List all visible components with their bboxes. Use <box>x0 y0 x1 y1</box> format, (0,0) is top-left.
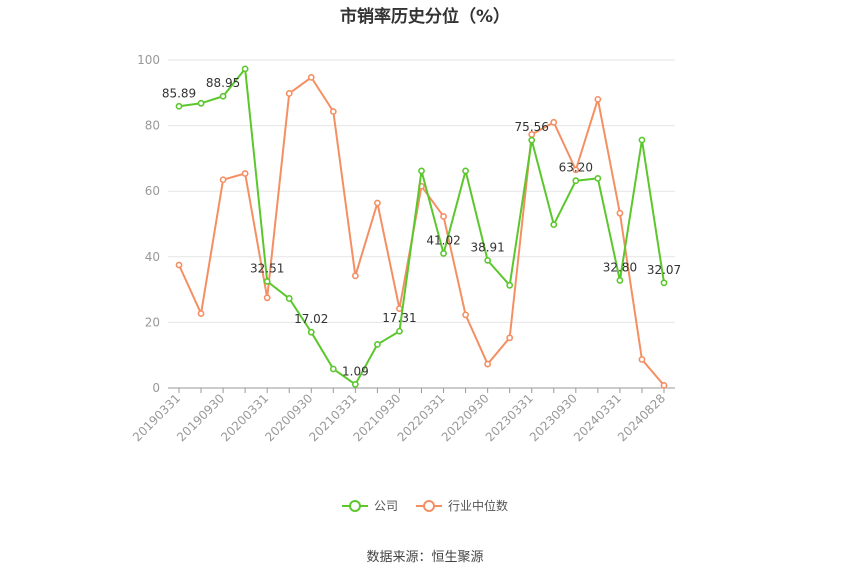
data-point <box>462 311 469 319</box>
y-tick-label: 100 <box>137 53 160 67</box>
data-point <box>263 277 271 285</box>
y-tick-label: 60 <box>145 184 160 198</box>
data-point <box>660 381 668 389</box>
data-point <box>572 166 580 174</box>
data-label: 88.95 <box>206 76 240 90</box>
data-label-layer: 85.89 88.95 32.51 17.02 1.09 17.31 41.02 38.91 7… <box>162 76 681 378</box>
data-point <box>307 328 315 336</box>
y-tick-label: 40 <box>145 250 160 264</box>
data-point <box>197 310 205 317</box>
data-point <box>219 176 227 184</box>
data-label: 17.02 <box>294 312 328 326</box>
data-label: 1.09 <box>342 364 369 378</box>
data-point <box>594 175 602 182</box>
data-label: 32.80 <box>603 260 637 274</box>
data-point <box>241 65 249 73</box>
legend-label-company: 公司 <box>373 499 398 513</box>
y-axis: 0 20 40 60 80 100 <box>137 53 160 395</box>
data-point <box>329 108 337 115</box>
data-source: 数据来源：恒生聚源 <box>366 550 484 565</box>
legend-item-company[interactable]: 公司 <box>341 497 398 514</box>
data-point <box>616 277 624 284</box>
y-tick-label: 20 <box>145 315 160 329</box>
series-layer <box>175 65 668 389</box>
data-point <box>219 92 227 100</box>
data-point <box>616 209 624 217</box>
data-point <box>572 177 580 185</box>
data-point <box>550 118 558 126</box>
data-point <box>638 356 646 363</box>
data-point <box>285 295 293 302</box>
data-label: 85.89 <box>162 86 196 100</box>
data-point <box>285 90 293 97</box>
data-point <box>197 99 205 107</box>
data-point <box>351 272 359 280</box>
data-point <box>484 256 492 264</box>
data-point <box>484 360 492 368</box>
data-label: 63.20 <box>559 161 593 175</box>
data-point <box>528 136 536 144</box>
y-tick-label: 0 <box>152 381 160 395</box>
data-label: 17.31 <box>382 311 416 325</box>
data-point <box>175 102 183 110</box>
legend-marker-company <box>341 499 368 513</box>
data-label: 41.02 <box>426 233 460 247</box>
data-label: 32.07 <box>647 263 681 277</box>
data-point <box>329 365 337 373</box>
data-point <box>396 327 403 335</box>
data-point <box>506 281 514 289</box>
data-point <box>594 95 602 103</box>
data-point <box>175 261 183 269</box>
legend: 公司 行业中位数 <box>0 497 850 514</box>
data-point <box>440 250 447 257</box>
data-label: 38.91 <box>470 240 504 254</box>
data-point <box>440 213 447 220</box>
data-point <box>638 136 646 144</box>
x-axis: 2019033120190930202003312020093020210331… <box>130 387 675 444</box>
data-point <box>263 294 271 302</box>
data-point <box>351 381 359 388</box>
x-tick-label: 20240828 <box>615 391 668 444</box>
data-point <box>506 334 514 342</box>
legend-marker-industry-median <box>416 499 442 513</box>
data-label: 32.51 <box>250 261 284 275</box>
data-point <box>241 170 249 177</box>
data-point <box>418 167 425 175</box>
data-label: 75.56 <box>515 120 549 134</box>
legend-item-industry-median[interactable]: 行业中位数 <box>416 497 508 514</box>
data-point <box>462 167 469 175</box>
data-point <box>660 279 668 287</box>
data-point <box>307 73 315 81</box>
series-line-0 <box>178 67 665 386</box>
chart-title: 市销率历史分位（%） <box>339 7 511 27</box>
data-point <box>374 199 381 207</box>
y-tick-label: 80 <box>145 119 160 133</box>
data-point <box>550 221 558 229</box>
legend-label-industry-median: 行业中位数 <box>448 499 509 513</box>
data-point <box>374 340 381 348</box>
